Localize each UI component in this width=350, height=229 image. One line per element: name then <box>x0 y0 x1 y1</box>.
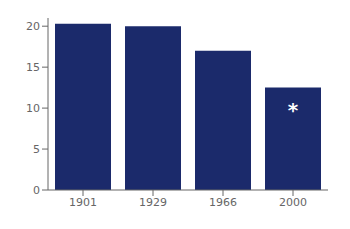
svg-text:5: 5 <box>33 143 40 156</box>
svg-text:0: 0 <box>33 184 40 197</box>
svg-text:20: 20 <box>26 20 40 33</box>
svg-text:*: * <box>288 98 299 122</box>
svg-text:10: 10 <box>26 102 40 115</box>
svg-text:2000: 2000 <box>279 196 307 209</box>
svg-text:1966: 1966 <box>209 196 237 209</box>
svg-text:15: 15 <box>26 61 40 74</box>
svg-text:1929: 1929 <box>139 196 167 209</box>
svg-text:1901: 1901 <box>69 196 97 209</box>
